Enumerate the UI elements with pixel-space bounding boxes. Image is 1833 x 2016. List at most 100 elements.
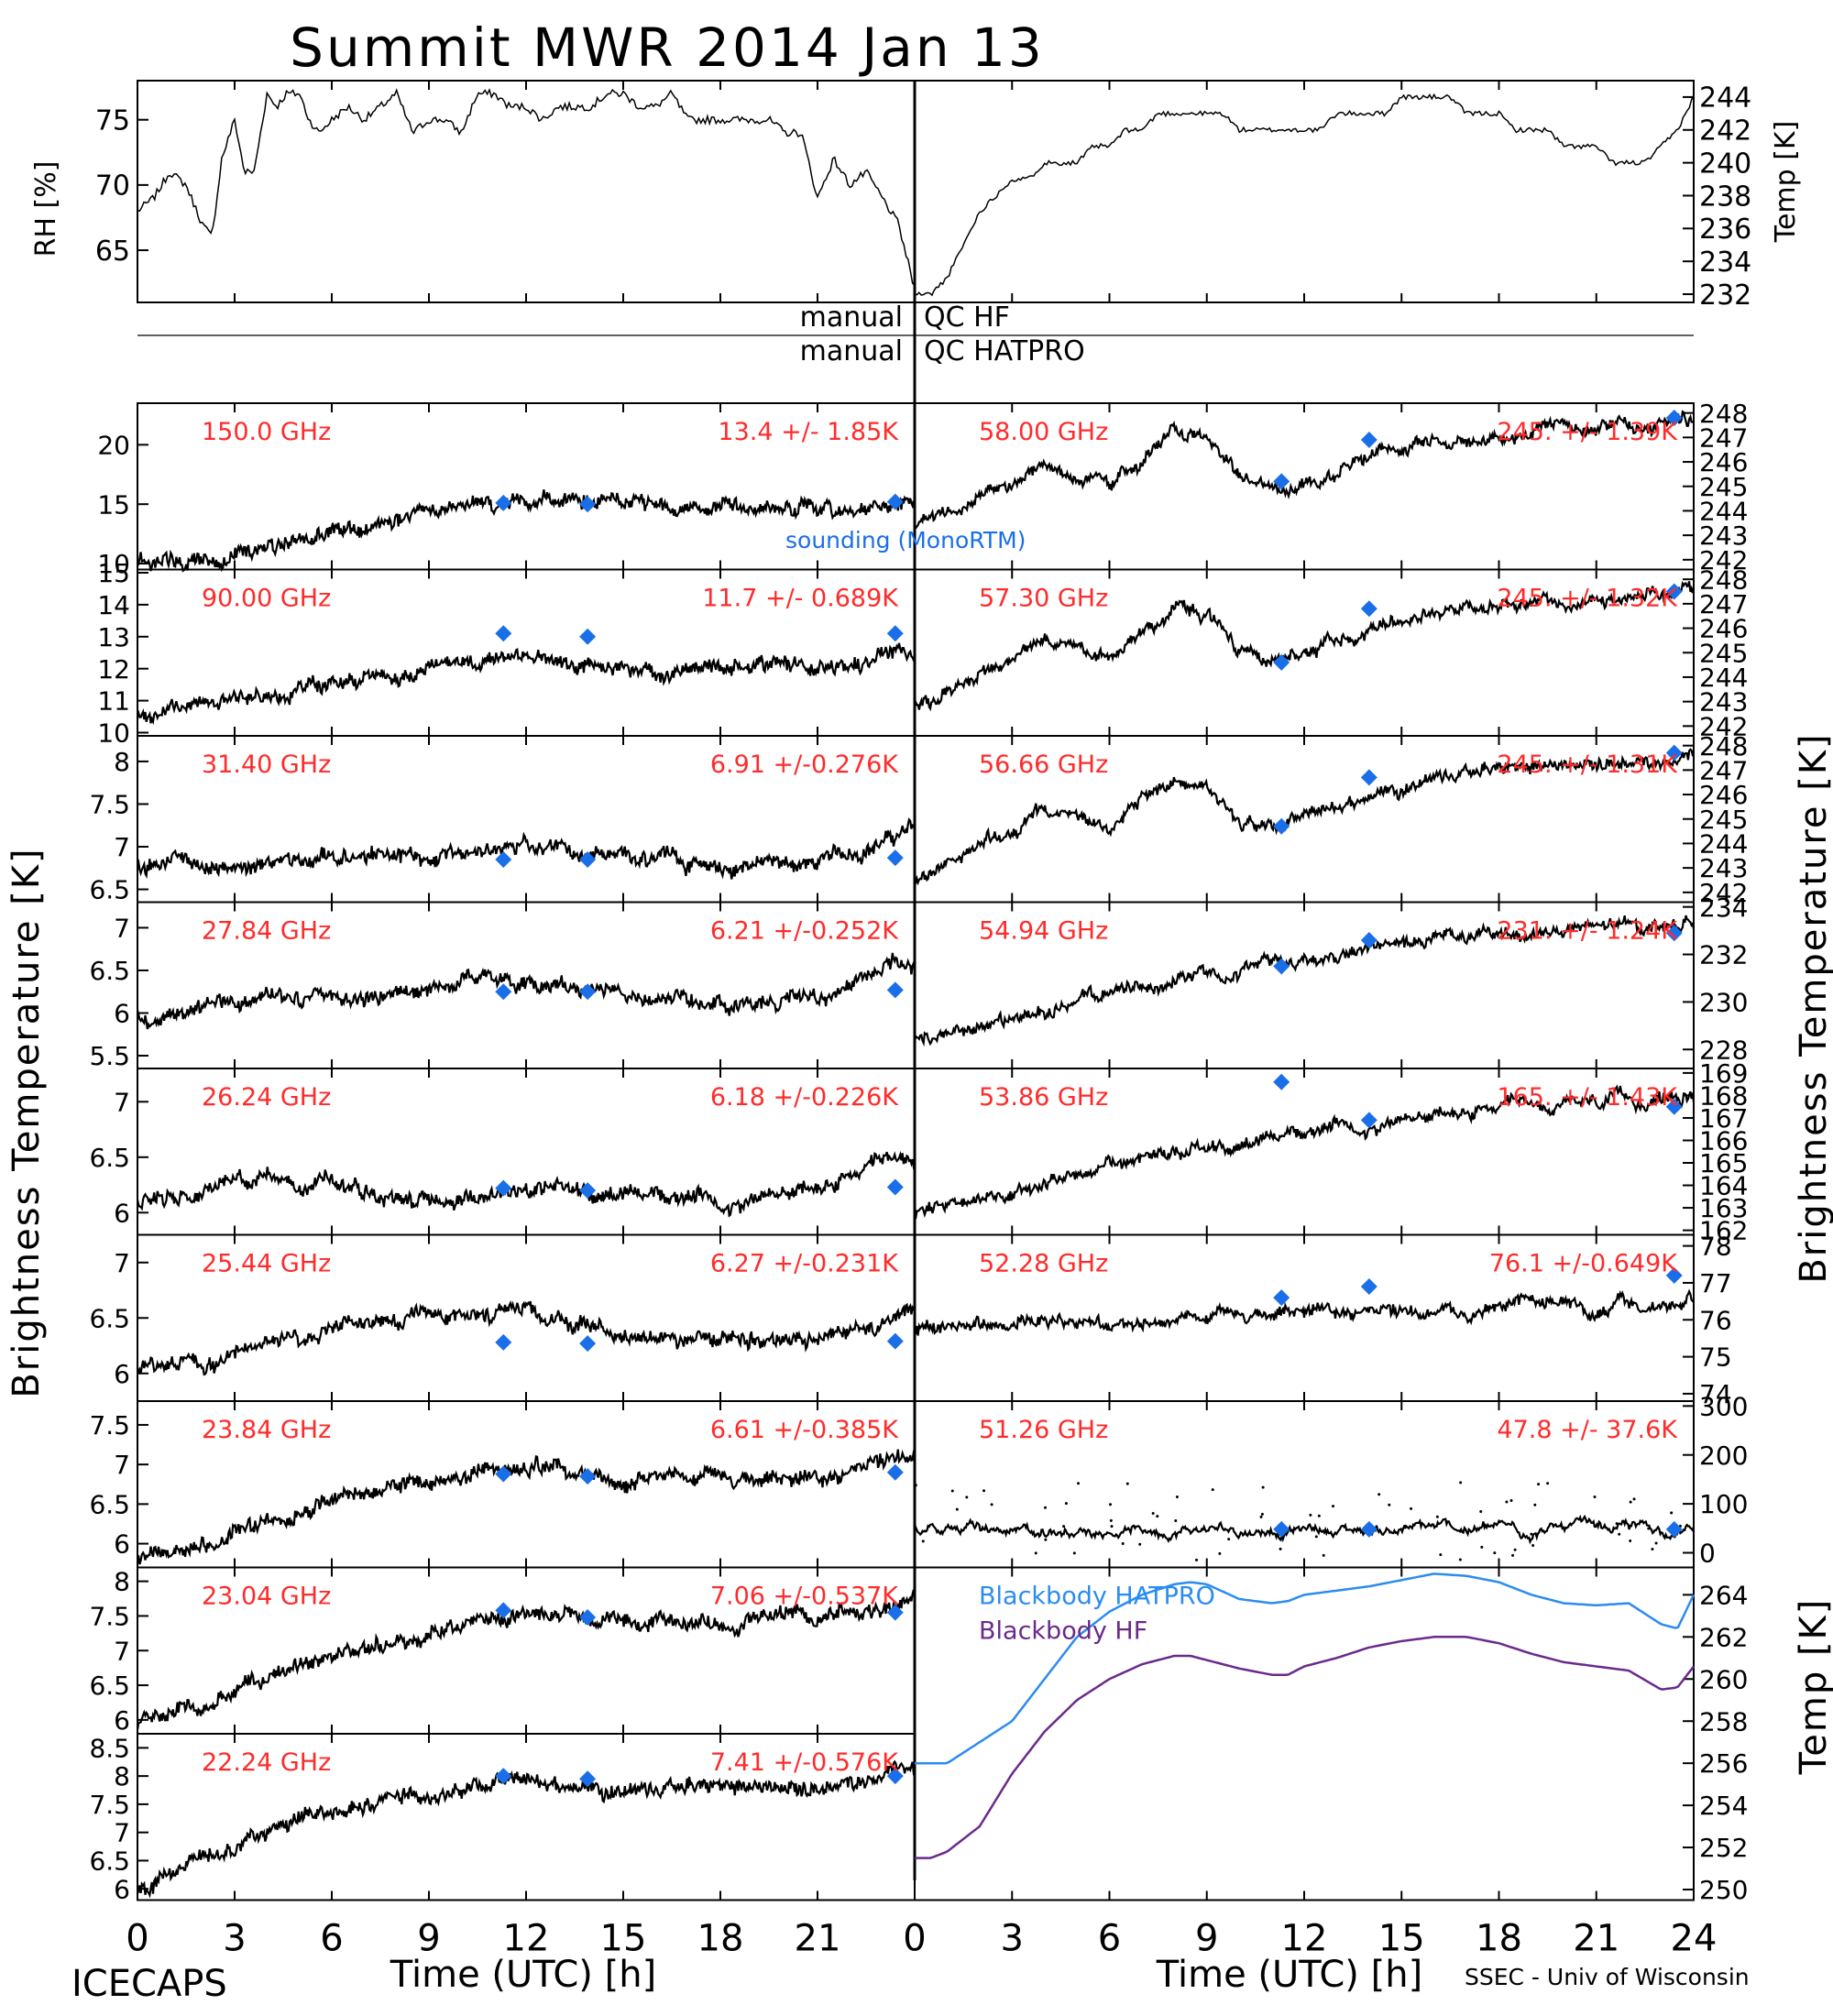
time-left-axis-label: Time (UTC) [h] bbox=[390, 1954, 656, 1996]
ch2304-freq-label: 23.04 GHz bbox=[202, 1583, 331, 1611]
time-right-tick-label: 21 bbox=[1573, 1918, 1619, 1960]
ch31-freq-label: 31.40 GHz bbox=[202, 751, 331, 779]
ch5228-stats-label: 76.1 +/-0.649K bbox=[1489, 1250, 1678, 1278]
ch90-ytick-label: 10 bbox=[97, 718, 130, 749]
ch31-sounding-marker bbox=[579, 850, 597, 868]
ch5730-ytick-label: 245 bbox=[1699, 638, 1748, 668]
ch5730-ytick-label: 243 bbox=[1699, 687, 1748, 718]
ch31-ytick-label: 6.5 bbox=[89, 875, 130, 905]
ch2624-sounding-marker bbox=[579, 1182, 597, 1200]
ch5126-outlier-point bbox=[1034, 1551, 1037, 1555]
ch5228-sounding-marker bbox=[1665, 1266, 1683, 1284]
ch2384-ytick-label: 7.5 bbox=[89, 1410, 130, 1441]
ch5126-outlier-point bbox=[1261, 1485, 1265, 1489]
ch5126-outlier-point bbox=[1044, 1538, 1048, 1541]
ch5126-outlier-point bbox=[1227, 1538, 1231, 1541]
ch31-trace bbox=[136, 817, 916, 880]
ch5126-outlier-point bbox=[1322, 1553, 1325, 1557]
ch5126-outlier-point bbox=[950, 1489, 954, 1493]
temp-top-ytick-label: 240 bbox=[1699, 148, 1751, 180]
ch90-sounding-marker bbox=[886, 625, 904, 642]
ch5494-trace bbox=[913, 915, 1696, 1047]
ch31-sounding-marker bbox=[495, 850, 512, 868]
ch5126-outlier-point bbox=[1458, 1558, 1462, 1561]
ch5666-ytick-label: 246 bbox=[1699, 780, 1748, 810]
ch5126-ytick-label: 100 bbox=[1699, 1489, 1748, 1519]
ch150-ytick-label: 20 bbox=[97, 430, 130, 460]
ch2624-ytick-label: 6.5 bbox=[89, 1143, 130, 1173]
ch5386-ytick-label: 162 bbox=[1699, 1216, 1748, 1246]
ch5800-ytick-label: 247 bbox=[1699, 422, 1748, 453]
blackbody-ytick-label: 254 bbox=[1699, 1791, 1748, 1821]
ch5126-outlier-point bbox=[1077, 1482, 1081, 1485]
ch5800-ytick-label: 246 bbox=[1699, 447, 1748, 477]
ch5126-outlier-point bbox=[1537, 1483, 1541, 1486]
blackbody-ytick-label: 252 bbox=[1699, 1833, 1748, 1863]
ch5800-stats-label: 245. +/- 1.39K bbox=[1497, 418, 1678, 446]
ch2544-ytick-label: 6 bbox=[114, 1359, 130, 1389]
qc-row1-left: manual bbox=[800, 301, 903, 334]
ch5494-stats-label: 231. +/- 1.24K bbox=[1497, 917, 1678, 946]
ch5494-ytick-label: 230 bbox=[1699, 987, 1748, 1017]
ch5126-outlier-point bbox=[1109, 1503, 1113, 1507]
temp-top-ytick-label: 232 bbox=[1699, 279, 1751, 312]
ch150-stats-label: 13.4 +/- 1.85K bbox=[718, 418, 899, 446]
ch5666-ytick-label: 245 bbox=[1699, 805, 1748, 835]
ch90-stats-label: 11.7 +/- 0.689K bbox=[702, 585, 899, 613]
ch5126-sounding-marker bbox=[1360, 1520, 1377, 1538]
ch31-stats-label: 6.91 +/-0.276K bbox=[710, 751, 899, 779]
ch5228-ytick-label: 78 bbox=[1699, 1232, 1732, 1262]
temp-top-ytick-label: 244 bbox=[1699, 82, 1751, 115]
ch5126-outlier-point bbox=[1629, 1500, 1632, 1504]
ch5126-outlier-point bbox=[1125, 1482, 1129, 1485]
ch5730-sounding-marker bbox=[1273, 653, 1290, 671]
blackbody-ytick-label: 258 bbox=[1699, 1706, 1748, 1737]
ch5126-outlier-point bbox=[1511, 1553, 1515, 1557]
ch5126-ytick-label: 300 bbox=[1699, 1391, 1748, 1421]
ch2624-sounding-marker bbox=[495, 1179, 512, 1197]
ch5666-sounding-marker bbox=[1360, 769, 1377, 786]
time-left-tick-label: 21 bbox=[795, 1918, 841, 1960]
ch2624-trace bbox=[136, 1150, 916, 1218]
bt-left-axis-label: Brightness Temperature [K] bbox=[5, 847, 48, 1397]
ch31-sounding-marker bbox=[886, 849, 904, 867]
ch5494-ytick-label: 228 bbox=[1699, 1035, 1748, 1065]
ch5126-outlier-point bbox=[1629, 1539, 1632, 1542]
time-right-tick-label: 0 bbox=[903, 1918, 926, 1960]
time-right-tick-label: 6 bbox=[1098, 1918, 1121, 1960]
ch5386-sounding-marker bbox=[1273, 1073, 1290, 1090]
ch5126-outlier-point bbox=[1003, 1529, 1006, 1533]
ch5228-ytick-label: 77 bbox=[1699, 1268, 1732, 1298]
ch5126-outlier-point bbox=[1410, 1507, 1413, 1510]
ch5730-trace bbox=[913, 580, 1696, 712]
ch5126-outlier-point bbox=[1044, 1506, 1048, 1509]
ch5800-sounding-marker bbox=[1273, 473, 1290, 490]
ch5126-outlier-point bbox=[1480, 1545, 1484, 1549]
ch5666-sounding-marker bbox=[1665, 744, 1683, 761]
time-right-tick-label: 9 bbox=[1195, 1918, 1218, 1960]
ch5494-sounding-marker bbox=[1273, 958, 1290, 975]
ch5386-ytick-label: 163 bbox=[1699, 1193, 1748, 1223]
ch2304-sounding-marker bbox=[886, 1604, 904, 1621]
ch2224-stats-label: 7.41 +/-0.576K bbox=[710, 1748, 899, 1777]
ch2384-sounding-marker bbox=[886, 1463, 904, 1481]
ch2224-freq-label: 22.24 GHz bbox=[202, 1748, 331, 1777]
ch2384-ytick-label: 7 bbox=[114, 1450, 130, 1480]
ch5494-sounding-marker bbox=[1665, 925, 1683, 942]
ch5126-outlier-point bbox=[1593, 1496, 1597, 1499]
ch5126-outlier-point bbox=[1156, 1515, 1159, 1518]
ch5386-ytick-label: 168 bbox=[1699, 1081, 1748, 1112]
ch5730-ytick-label: 248 bbox=[1699, 564, 1748, 595]
ch5228-sounding-marker bbox=[1360, 1277, 1377, 1295]
ch90-ytick-label: 13 bbox=[97, 622, 130, 652]
ch2784-ytick-label: 6 bbox=[114, 999, 130, 1029]
ch5800-sounding-marker bbox=[1665, 410, 1683, 427]
ch2784-ytick-label: 6.5 bbox=[89, 956, 130, 986]
ch5666-ytick-label: 244 bbox=[1699, 829, 1748, 860]
ch90-freq-label: 90.00 GHz bbox=[202, 585, 331, 613]
ch5386-stats-label: 165. +/- 1.43K bbox=[1497, 1083, 1678, 1112]
ch5126-outlier-point bbox=[1439, 1553, 1443, 1557]
ch5386-sounding-marker bbox=[1665, 1098, 1683, 1115]
ch90-ytick-label: 11 bbox=[97, 686, 130, 717]
